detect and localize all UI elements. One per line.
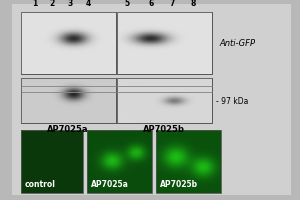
FancyBboxPatch shape bbox=[117, 12, 212, 74]
Text: 6: 6 bbox=[149, 0, 154, 8]
Text: 1: 1 bbox=[32, 0, 37, 8]
FancyBboxPatch shape bbox=[21, 78, 116, 123]
FancyBboxPatch shape bbox=[12, 4, 291, 195]
FancyBboxPatch shape bbox=[21, 12, 116, 74]
Text: control: control bbox=[25, 180, 56, 189]
Text: AP7025b: AP7025b bbox=[160, 180, 198, 189]
FancyBboxPatch shape bbox=[117, 78, 212, 123]
Text: AP7025a: AP7025a bbox=[91, 180, 128, 189]
Text: - 97 kDa: - 97 kDa bbox=[216, 98, 248, 106]
Text: 8: 8 bbox=[191, 0, 196, 8]
Text: AP7025b: AP7025b bbox=[142, 125, 184, 134]
Text: Anti-GFP: Anti-GFP bbox=[219, 38, 255, 47]
Text: 5: 5 bbox=[125, 0, 130, 8]
Text: 2: 2 bbox=[50, 0, 55, 8]
Text: 7: 7 bbox=[170, 0, 175, 8]
Text: AP7025a: AP7025a bbox=[47, 125, 88, 134]
Text: 4: 4 bbox=[86, 0, 91, 8]
Text: 3: 3 bbox=[68, 0, 73, 8]
